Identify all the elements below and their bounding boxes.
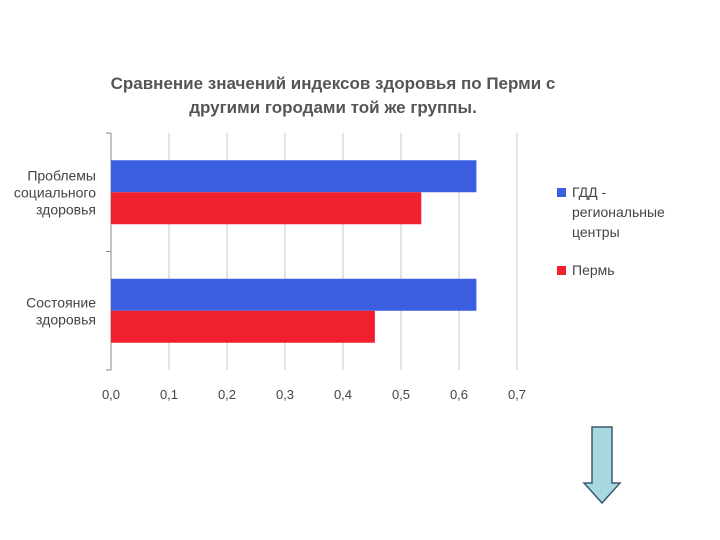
chart-title-line: Сравнение значений индексов здоровья по … (111, 74, 556, 93)
chart-title: Сравнение значений индексов здоровья по … (111, 74, 556, 117)
legend: ГДД - региональные центры Пермь (557, 184, 665, 278)
bar (111, 160, 477, 193)
x-tick-label: 0,5 (392, 387, 410, 402)
legend-label: региональные (572, 204, 665, 220)
category-labels: ПроблемысоциальногоздоровьяСостояниездор… (14, 167, 96, 327)
axis (106, 132, 112, 371)
x-tick-label: 0,7 (508, 387, 526, 402)
category-label: здоровья (36, 311, 96, 327)
category-label: здоровья (36, 201, 96, 217)
category-label: Состояние (26, 294, 96, 310)
chart-title-line: другими городами той же группы. (189, 98, 477, 117)
bars (111, 160, 477, 343)
legend-swatch (557, 188, 566, 197)
legend-label: Пермь (572, 262, 615, 278)
x-tick-label: 0,4 (334, 387, 352, 402)
bar (111, 192, 422, 225)
bar (111, 310, 375, 343)
x-tick-label: 0,2 (218, 387, 236, 402)
x-tick-label: 0,1 (160, 387, 178, 402)
x-tick-label: 0,3 (276, 387, 294, 402)
x-tick-label: 0,0 (102, 387, 120, 402)
category-label: Проблемы (27, 167, 96, 183)
x-tick-label: 0,6 (450, 387, 468, 402)
legend-swatch (557, 266, 566, 275)
down-arrow-icon (582, 426, 622, 505)
bar (111, 278, 477, 311)
legend-label: ГДД - (572, 184, 606, 200)
category-label: социального (14, 184, 96, 200)
x-tick-labels: 0,0 0,1 0,2 0,3 0,4 0,5 0,6 0,7 (102, 387, 526, 402)
legend-label: центры (572, 224, 620, 240)
